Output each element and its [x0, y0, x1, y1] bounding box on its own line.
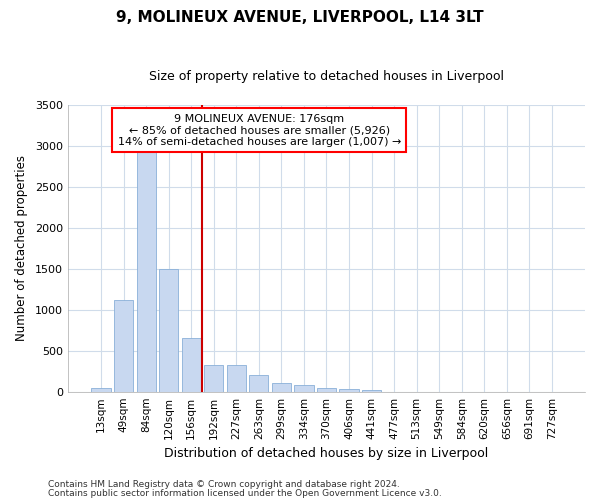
Bar — [272, 384, 291, 392]
Bar — [249, 376, 268, 392]
Bar — [182, 338, 201, 392]
Bar — [317, 388, 336, 392]
Bar — [137, 150, 155, 392]
Bar — [295, 384, 314, 392]
Text: Contains HM Land Registry data © Crown copyright and database right 2024.: Contains HM Land Registry data © Crown c… — [48, 480, 400, 489]
Bar — [159, 269, 178, 392]
Bar — [204, 364, 223, 392]
Text: 9, MOLINEUX AVENUE, LIVERPOOL, L14 3LT: 9, MOLINEUX AVENUE, LIVERPOOL, L14 3LT — [116, 10, 484, 25]
Bar — [114, 300, 133, 392]
Title: Size of property relative to detached houses in Liverpool: Size of property relative to detached ho… — [149, 70, 504, 83]
Bar — [340, 389, 359, 392]
Text: Contains public sector information licensed under the Open Government Licence v3: Contains public sector information licen… — [48, 488, 442, 498]
Bar — [91, 388, 110, 392]
X-axis label: Distribution of detached houses by size in Liverpool: Distribution of detached houses by size … — [164, 447, 488, 460]
Bar — [362, 390, 381, 392]
Bar — [227, 364, 246, 392]
Text: 9 MOLINEUX AVENUE: 176sqm
← 85% of detached houses are smaller (5,926)
14% of se: 9 MOLINEUX AVENUE: 176sqm ← 85% of detac… — [118, 114, 401, 147]
Y-axis label: Number of detached properties: Number of detached properties — [15, 156, 28, 342]
